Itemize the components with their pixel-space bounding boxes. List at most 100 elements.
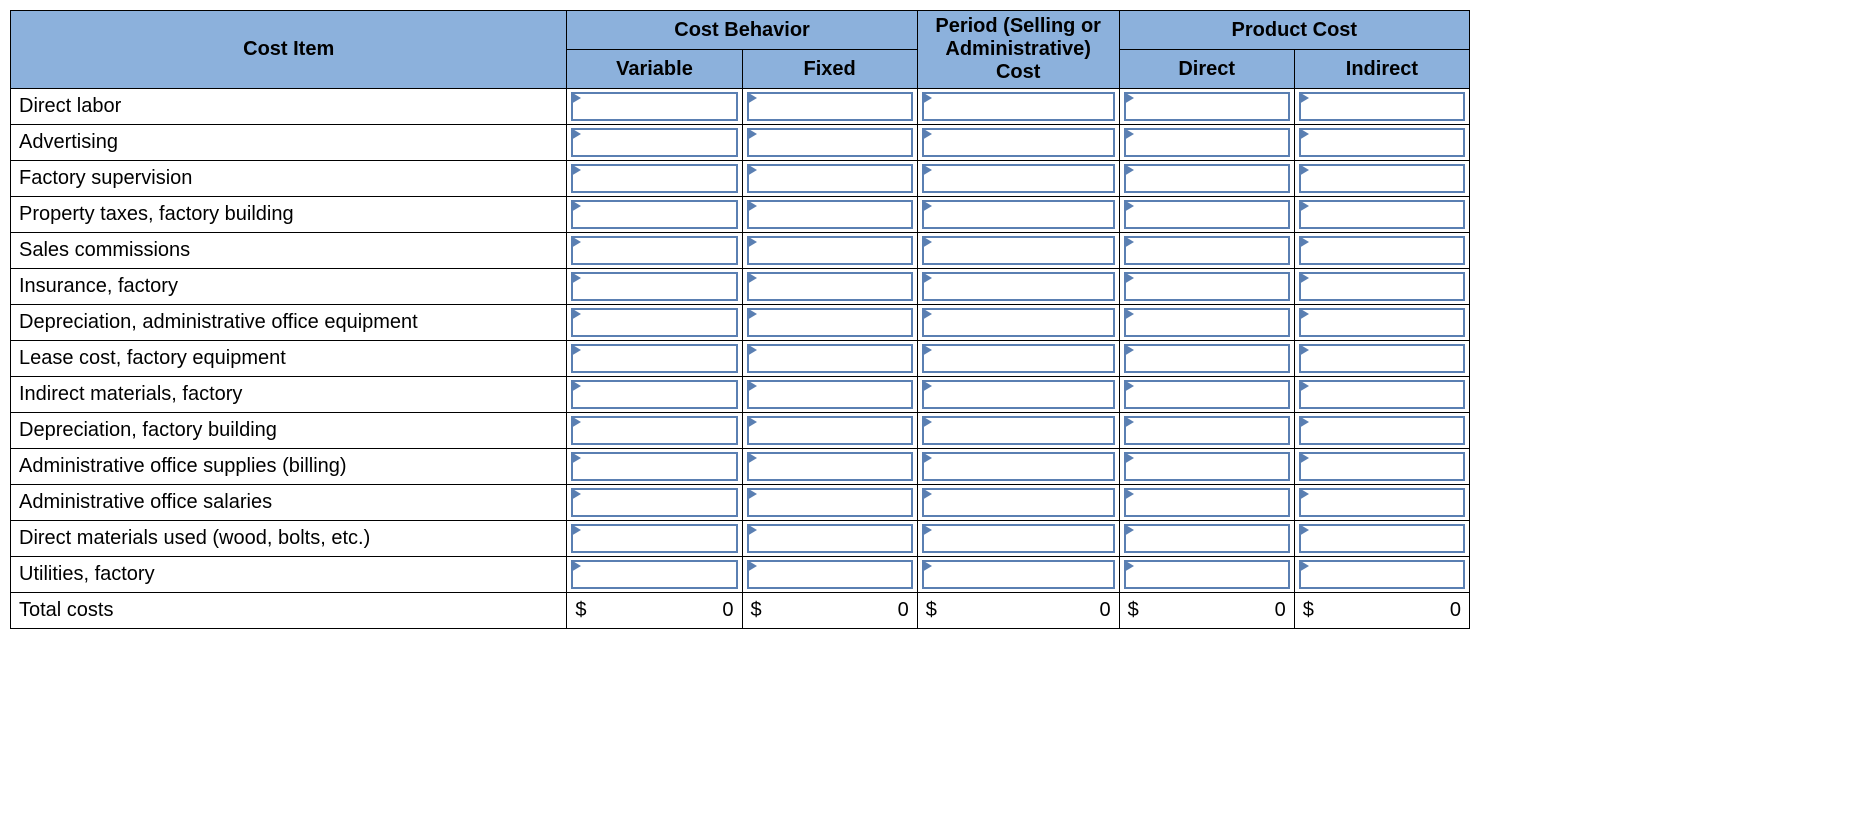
fixed-input-cell[interactable]: [742, 269, 917, 305]
fixed-input[interactable]: [747, 488, 913, 517]
direct-input[interactable]: [1124, 524, 1290, 553]
direct-input-cell[interactable]: [1119, 233, 1294, 269]
fixed-input[interactable]: [747, 344, 913, 373]
indirect-input[interactable]: [1299, 200, 1465, 229]
fixed-input-cell[interactable]: [742, 377, 917, 413]
period-input[interactable]: [922, 200, 1115, 229]
direct-input[interactable]: [1124, 380, 1290, 409]
fixed-input[interactable]: [747, 524, 913, 553]
fixed-input[interactable]: [747, 272, 913, 301]
direct-input-cell[interactable]: [1119, 341, 1294, 377]
variable-input-cell[interactable]: [567, 557, 742, 593]
indirect-input-cell[interactable]: [1294, 89, 1469, 125]
variable-input[interactable]: [571, 488, 737, 517]
variable-input[interactable]: [571, 524, 737, 553]
direct-input-cell[interactable]: [1119, 557, 1294, 593]
variable-input[interactable]: [571, 344, 737, 373]
period-input-cell[interactable]: [917, 485, 1119, 521]
period-input[interactable]: [922, 452, 1115, 481]
variable-input-cell[interactable]: [567, 485, 742, 521]
variable-input-cell[interactable]: [567, 197, 742, 233]
period-input-cell[interactable]: [917, 89, 1119, 125]
variable-input-cell[interactable]: [567, 269, 742, 305]
period-input-cell[interactable]: [917, 161, 1119, 197]
indirect-input[interactable]: [1299, 164, 1465, 193]
direct-input-cell[interactable]: [1119, 269, 1294, 305]
fixed-input-cell[interactable]: [742, 413, 917, 449]
fixed-input[interactable]: [747, 560, 913, 589]
period-input-cell[interactable]: [917, 341, 1119, 377]
variable-input-cell[interactable]: [567, 341, 742, 377]
fixed-input-cell[interactable]: [742, 521, 917, 557]
variable-input[interactable]: [571, 560, 737, 589]
direct-input-cell[interactable]: [1119, 485, 1294, 521]
indirect-input-cell[interactable]: [1294, 341, 1469, 377]
fixed-input-cell[interactable]: [742, 89, 917, 125]
period-input[interactable]: [922, 164, 1115, 193]
period-input[interactable]: [922, 344, 1115, 373]
direct-input-cell[interactable]: [1119, 89, 1294, 125]
fixed-input-cell[interactable]: [742, 557, 917, 593]
direct-input-cell[interactable]: [1119, 449, 1294, 485]
variable-input-cell[interactable]: [567, 125, 742, 161]
direct-input[interactable]: [1124, 200, 1290, 229]
indirect-input[interactable]: [1299, 416, 1465, 445]
fixed-input[interactable]: [747, 416, 913, 445]
variable-input[interactable]: [571, 452, 737, 481]
fixed-input-cell[interactable]: [742, 197, 917, 233]
fixed-input-cell[interactable]: [742, 125, 917, 161]
indirect-input[interactable]: [1299, 128, 1465, 157]
indirect-input-cell[interactable]: [1294, 161, 1469, 197]
indirect-input-cell[interactable]: [1294, 557, 1469, 593]
direct-input[interactable]: [1124, 488, 1290, 517]
period-input-cell[interactable]: [917, 557, 1119, 593]
indirect-input[interactable]: [1299, 560, 1465, 589]
period-input-cell[interactable]: [917, 125, 1119, 161]
variable-input[interactable]: [571, 200, 737, 229]
variable-input-cell[interactable]: [567, 521, 742, 557]
period-input[interactable]: [922, 236, 1115, 265]
direct-input[interactable]: [1124, 128, 1290, 157]
fixed-input[interactable]: [747, 92, 913, 121]
indirect-input[interactable]: [1299, 380, 1465, 409]
indirect-input-cell[interactable]: [1294, 485, 1469, 521]
direct-input[interactable]: [1124, 308, 1290, 337]
direct-input[interactable]: [1124, 344, 1290, 373]
fixed-input[interactable]: [747, 452, 913, 481]
fixed-input[interactable]: [747, 236, 913, 265]
direct-input[interactable]: [1124, 272, 1290, 301]
fixed-input-cell[interactable]: [742, 449, 917, 485]
direct-input[interactable]: [1124, 416, 1290, 445]
variable-input-cell[interactable]: [567, 305, 742, 341]
direct-input-cell[interactable]: [1119, 125, 1294, 161]
indirect-input-cell[interactable]: [1294, 197, 1469, 233]
variable-input[interactable]: [571, 128, 737, 157]
variable-input[interactable]: [571, 416, 737, 445]
indirect-input[interactable]: [1299, 344, 1465, 373]
period-input-cell[interactable]: [917, 377, 1119, 413]
period-input[interactable]: [922, 308, 1115, 337]
fixed-input[interactable]: [747, 128, 913, 157]
period-input[interactable]: [922, 416, 1115, 445]
period-input-cell[interactable]: [917, 521, 1119, 557]
direct-input[interactable]: [1124, 452, 1290, 481]
indirect-input-cell[interactable]: [1294, 305, 1469, 341]
fixed-input-cell[interactable]: [742, 305, 917, 341]
direct-input[interactable]: [1124, 164, 1290, 193]
variable-input[interactable]: [571, 92, 737, 121]
period-input[interactable]: [922, 488, 1115, 517]
indirect-input[interactable]: [1299, 236, 1465, 265]
variable-input-cell[interactable]: [567, 413, 742, 449]
fixed-input-cell[interactable]: [742, 485, 917, 521]
period-input[interactable]: [922, 92, 1115, 121]
fixed-input-cell[interactable]: [742, 341, 917, 377]
variable-input[interactable]: [571, 272, 737, 301]
variable-input-cell[interactable]: [567, 161, 742, 197]
variable-input-cell[interactable]: [567, 377, 742, 413]
variable-input-cell[interactable]: [567, 449, 742, 485]
indirect-input[interactable]: [1299, 452, 1465, 481]
period-input[interactable]: [922, 524, 1115, 553]
direct-input[interactable]: [1124, 236, 1290, 265]
variable-input-cell[interactable]: [567, 233, 742, 269]
direct-input-cell[interactable]: [1119, 305, 1294, 341]
